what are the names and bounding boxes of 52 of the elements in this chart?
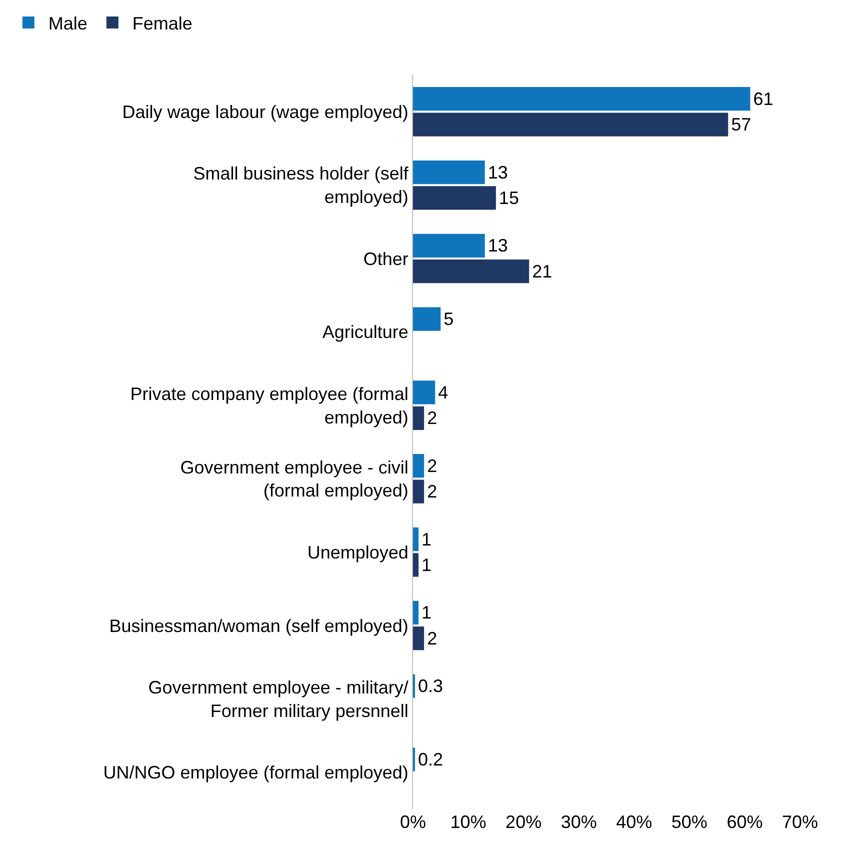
data-label: 13 <box>488 236 508 256</box>
x-tick-label: 60% <box>726 812 763 832</box>
bar <box>413 260 530 284</box>
data-label: 13 <box>488 162 508 182</box>
data-label: 15 <box>498 188 519 208</box>
legend-label: Female <box>132 13 192 34</box>
y-tick-label: UN/NGO employee (formal employed) <box>103 762 408 783</box>
bar <box>413 160 485 184</box>
bar <box>413 380 436 404</box>
x-tick-label: 40% <box>616 812 652 832</box>
data-label: 1 <box>422 602 432 623</box>
x-tick-label: 70% <box>782 812 818 832</box>
legend-label: Male <box>48 13 88 34</box>
data-label: 61 <box>753 88 774 109</box>
x-tick-label: 50% <box>671 812 708 832</box>
data-label: 21 <box>532 261 552 282</box>
bar <box>413 600 419 624</box>
bar <box>413 234 485 258</box>
y-tick-label: Unemployed <box>307 542 408 562</box>
y-tick-label: Businessman/woman (self employed) <box>109 616 408 636</box>
bar <box>413 112 728 136</box>
data-label: 4 <box>438 382 448 402</box>
bar <box>413 553 419 577</box>
y-tick-label: Other <box>363 248 408 269</box>
bar <box>413 307 441 331</box>
data-label: 2 <box>427 408 438 428</box>
bar <box>413 454 424 478</box>
y-tick-label: Agriculture <box>322 322 408 342</box>
y-tick-label: Government employee - civil (formal employed) <box>180 457 408 501</box>
bar <box>413 87 750 111</box>
bar <box>413 406 424 430</box>
x-tick-label: 30% <box>560 812 597 832</box>
data-label: 2 <box>427 482 438 502</box>
y-tick-label: Small business holder (self employed) <box>193 164 410 208</box>
y-tick-label: Government employee - military/ Former military persnnell <box>148 678 408 721</box>
data-label: 0.2 <box>418 749 444 770</box>
x-tick-label: 0% <box>400 812 426 832</box>
data-label: 2 <box>427 628 438 648</box>
x-tick-label: 20% <box>506 812 542 832</box>
data-label: 57 <box>731 114 752 135</box>
y-tick-label: Daily wage labour (wage employed) <box>122 102 408 122</box>
data-label: 2 <box>427 456 438 476</box>
data-label: 5 <box>444 309 454 330</box>
y-tick-label: Private company employee (formal employed) <box>130 384 408 428</box>
data-label: 0.3 <box>418 676 444 696</box>
bar <box>413 527 419 552</box>
x-tick-label: 10% <box>450 812 486 832</box>
data-label: 1 <box>422 529 432 550</box>
bar <box>413 626 424 650</box>
data-label: 1 <box>422 554 432 575</box>
bar <box>413 480 424 504</box>
bar <box>413 186 496 210</box>
